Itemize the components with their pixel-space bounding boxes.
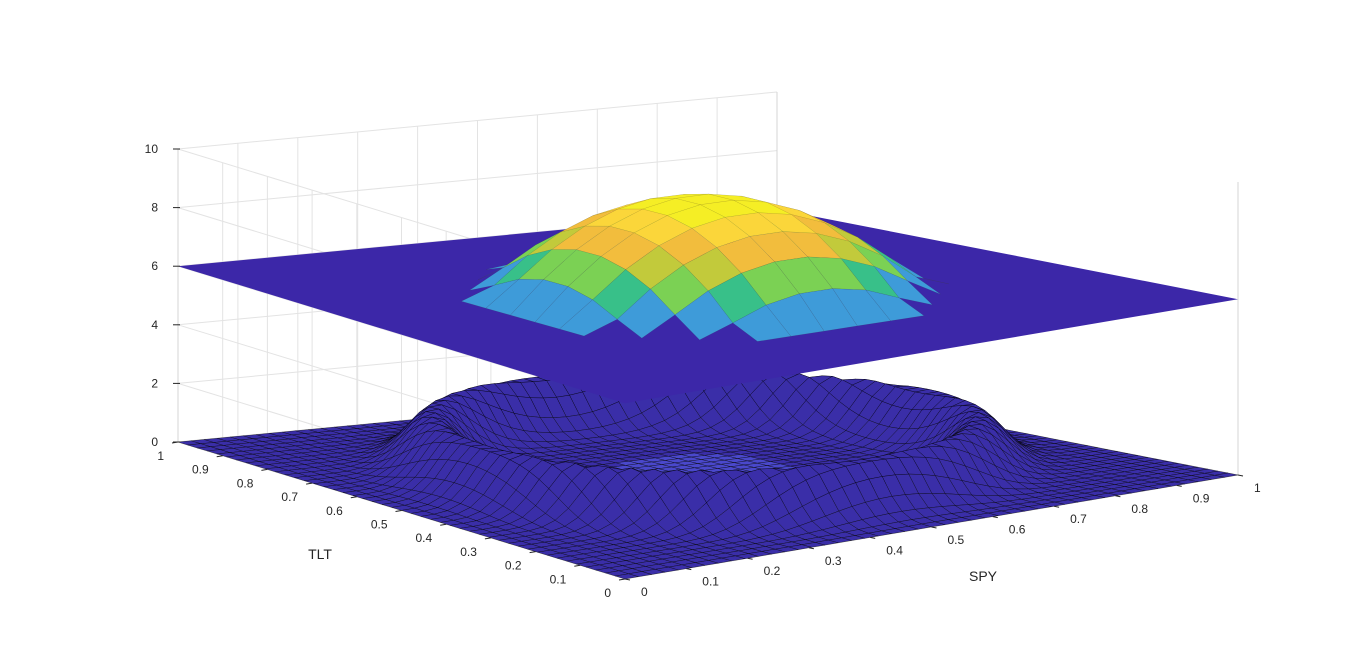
- z-tick-label: 2: [151, 376, 158, 390]
- y-tick-mark: [216, 455, 223, 458]
- y-tick-mark: [529, 551, 536, 554]
- dome-facet: [608, 208, 668, 234]
- dome-facet: [791, 214, 850, 242]
- y-tick-label: 0.6: [326, 504, 343, 518]
- x-tick-mark: [686, 568, 692, 571]
- y-tick-mark: [171, 441, 179, 444]
- z-tick-label: 8: [151, 201, 158, 215]
- y-axis-label: TLT: [308, 546, 332, 562]
- z-tick-label: 10: [145, 142, 159, 156]
- x-tick-label: 1: [1254, 481, 1261, 495]
- dome-facet: [518, 249, 578, 280]
- dome-facet: [691, 217, 751, 248]
- z-tick-label: 0: [151, 435, 158, 449]
- bottom-mesh-surface: [177, 369, 1239, 580]
- y-tick-mark: [306, 482, 313, 485]
- z-tick-label: 4: [151, 318, 158, 332]
- x-tick-mark: [1237, 474, 1244, 477]
- y-tick-mark: [574, 564, 581, 567]
- dome-facet: [674, 290, 734, 341]
- dome-facet: [832, 288, 892, 327]
- dome-facet: [558, 299, 618, 337]
- x-tick-mark: [1115, 495, 1121, 498]
- y-tick-label: 0: [604, 586, 611, 600]
- y-tick-label: 0.1: [550, 572, 567, 586]
- dome-facet: [732, 304, 792, 342]
- x-tick-label: 0.1: [702, 575, 719, 589]
- x-tick-label: 0: [641, 585, 648, 599]
- dome-facet: [616, 288, 676, 339]
- dome-surface: [460, 193, 949, 342]
- x-tick-label: 0.3: [825, 554, 842, 568]
- mesh-face: [615, 573, 639, 580]
- x-tick-mark: [992, 516, 998, 519]
- x-tick-mark: [624, 578, 631, 581]
- y-tick-mark: [395, 510, 402, 512]
- dome-facet: [551, 225, 611, 250]
- y-tick-mark: [440, 523, 447, 526]
- axis-ticks: 024681000.10.20.30.40.50.60.70.80.9100.1…: [145, 142, 1261, 600]
- x-tick-label: 0.4: [886, 543, 903, 557]
- y-tick-label: 0.7: [281, 490, 298, 504]
- x-tick-mark: [1054, 505, 1060, 508]
- x-tick-label: 0.6: [1009, 523, 1026, 537]
- z-tick-label: 6: [151, 259, 158, 273]
- y-tick-mark: [350, 496, 357, 499]
- y-tick-label: 0.3: [460, 545, 477, 559]
- x-tick-label: 0.2: [764, 564, 781, 578]
- y-tick-label: 0.4: [416, 531, 433, 545]
- x-tick-mark: [747, 557, 753, 560]
- x-tick-label: 0.7: [1070, 512, 1087, 526]
- dome-facet: [542, 249, 602, 287]
- x-tick-label: 0.9: [1193, 491, 1210, 505]
- x-tick-mark: [931, 526, 937, 529]
- y-tick-mark: [618, 578, 626, 581]
- x-tick-mark: [1176, 484, 1182, 487]
- y-tick-label: 0.9: [192, 463, 209, 477]
- dome-facet: [740, 261, 800, 306]
- y-tick-label: 0.5: [371, 518, 388, 532]
- x-axis-label: SPY: [969, 568, 998, 584]
- x-tick-mark: [808, 547, 814, 550]
- x-tick-mark: [870, 536, 876, 539]
- dome-facet: [460, 278, 520, 309]
- y-tick-label: 1: [157, 449, 164, 463]
- x-tick-label: 0.8: [1131, 502, 1148, 516]
- dome-facet: [824, 222, 883, 257]
- dome-facet: [716, 236, 776, 274]
- y-tick-mark: [261, 468, 268, 471]
- x-tick-label: 0.5: [948, 533, 965, 547]
- y-tick-mark: [484, 537, 491, 540]
- y-tick-label: 0.2: [505, 559, 522, 573]
- y-tick-label: 0.8: [237, 476, 254, 490]
